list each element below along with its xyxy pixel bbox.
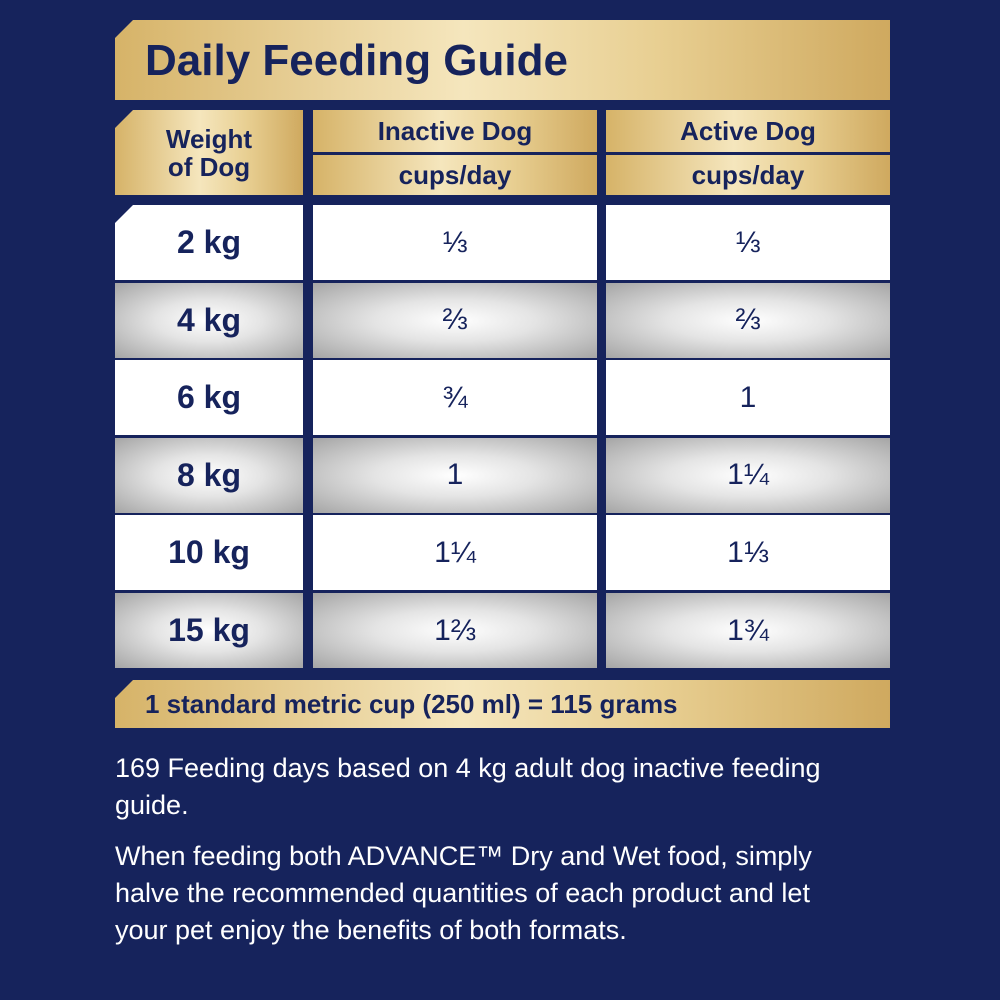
table-cell: 10 kg [115,515,303,591]
weight: 10 kg [168,534,250,571]
cups: ⅓ [442,225,468,259]
title-bar: Daily Feeding Guide [115,20,890,100]
paragraph: 169 Feeding days based on 4 kg adult dog… [115,753,821,820]
cups: ⅔ [442,303,468,337]
weight: 6 kg [176,379,242,416]
table-cell: 1 [606,360,890,436]
table-cell: 4 kg [115,282,303,358]
header-text: Inactive Dog [377,115,533,146]
header-text: cups/day [691,159,805,190]
header-text: Weight of Dog [165,123,253,182]
header-text: cups/day [398,159,512,190]
cups: ¾ [442,380,468,414]
table-cell: 6 kg [115,360,303,436]
table-cell: ⅓ [606,205,890,280]
cups: 1¾ [727,613,769,647]
header-cell: Weight of Dog [115,110,303,195]
table-cell: 15 kg [115,593,303,668]
table-cell: 8 kg [115,437,303,513]
header-cell: Inactive Dog [313,110,597,152]
table-cell: 1 [313,437,597,513]
table-cell: ⅓ [313,205,597,280]
table-cell: 1¼ [606,437,890,513]
cups: 1 [739,380,757,414]
cups: ⅓ [735,225,761,259]
cups: ⅔ [735,303,761,337]
cups: 1⅔ [434,613,476,647]
cups: 1 [446,458,464,492]
note-bar: 1 standard metric cup (250 ml) = 115 gra… [115,680,890,728]
table-cell: ⅔ [313,282,597,358]
title: Daily Feeding Guide [145,36,568,85]
cups: 1¼ [434,535,476,569]
paragraph: When feeding both ADVANCE™ Dry and Wet f… [115,841,812,945]
table-cell: ⅔ [606,282,890,358]
weight: 2 kg [176,224,242,260]
table-cell: 1¾ [606,593,890,668]
table-cell: ¾ [313,360,597,436]
cups: 1⅓ [727,535,769,569]
table-cell: 1⅔ [313,593,597,668]
weight: 15 kg [168,612,250,648]
header-cell: Active Dog [606,110,890,152]
header-cell: cups/day [606,155,890,195]
weight: 4 kg [176,301,242,338]
table-cell: 1¼ [313,515,597,591]
header-cell: cups/day [313,155,597,195]
table-cell: 2 kg [115,205,303,280]
cups: 1¼ [727,458,769,492]
note: 1 standard metric cup (250 ml) = 115 gra… [145,688,678,719]
weight: 8 kg [176,456,242,493]
header-text: Active Dog [680,115,816,146]
table-cell: 1⅓ [606,515,890,591]
